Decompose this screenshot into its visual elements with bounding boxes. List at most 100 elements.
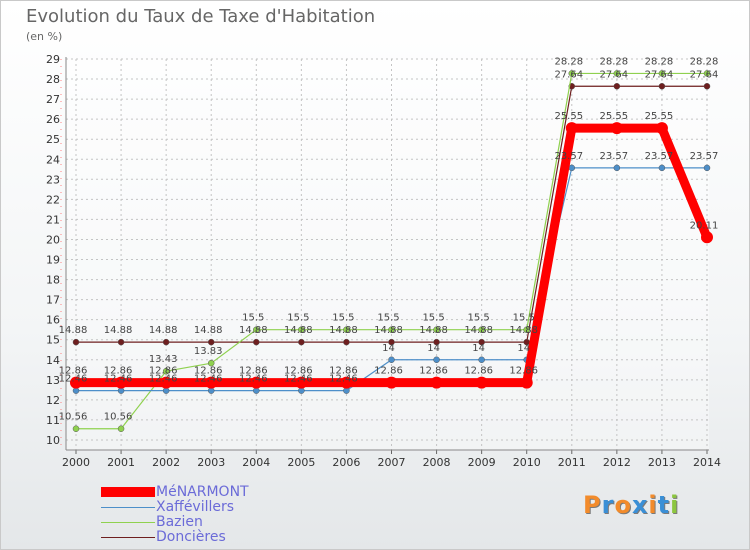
data-label-donci-res: 14.88 (104, 325, 133, 336)
data-label-donci-res: 14.88 (194, 325, 223, 336)
data-point-m-narmont (430, 376, 443, 389)
data-label-m-narmont: 25.55 (600, 111, 629, 122)
logo-letter: i (648, 491, 658, 519)
data-point-bazien (433, 326, 440, 333)
data-point-m-narmont (250, 376, 263, 389)
data-label-donci-res: 14.88 (464, 325, 493, 336)
data-label-m-narmont: 12.86 (374, 366, 403, 377)
data-point-donci-res (388, 338, 395, 346)
data-point-bazien (568, 70, 576, 77)
data-label-donci-res: 14.88 (509, 325, 538, 336)
data-label-donci-res: 14.88 (419, 325, 448, 336)
legend-label: Bazien (156, 514, 203, 530)
data-point-donci-res (613, 83, 621, 90)
data-point-m-narmont (295, 376, 308, 389)
x-tick-label: 2005 (287, 456, 315, 469)
data-point-m-narmont (340, 376, 353, 389)
y-tick-label: 26 (46, 113, 60, 126)
x-tick-label: 2001 (107, 456, 135, 469)
data-point-donci-res (703, 83, 711, 90)
data-point-bazien (162, 367, 170, 375)
data-label-bazien: 15.5 (332, 313, 354, 324)
data-label-m-narmont: 12.86 (59, 366, 88, 377)
y-tick-label: 17 (46, 294, 60, 307)
y-tick-label: 21 (46, 213, 60, 226)
x-tick-label: 2010 (513, 456, 541, 469)
y-tick-label: 16 (46, 314, 60, 327)
x-tick-label: 2009 (468, 456, 496, 469)
data-label-bazien: 10.56 (59, 412, 88, 423)
logo-letter: t (657, 491, 671, 519)
data-label-xaff-villers: 14 (382, 343, 395, 354)
data-label-bazien: 15.5 (513, 313, 535, 324)
x-tick-label: 2002 (152, 456, 180, 469)
legend-swatch-doncieres (101, 530, 155, 545)
x-tick-label: 2011 (558, 456, 586, 469)
x-tick-label: 2013 (648, 456, 676, 469)
y-tick-label: 14 (46, 354, 60, 367)
data-point-m-narmont (160, 376, 173, 389)
data-label-xaff-villers: 12.46 (59, 374, 88, 385)
data-label-xaff-villers: 12.46 (284, 374, 313, 385)
data-label-xaff-villers: 23.57 (645, 151, 674, 162)
data-label-donci-res: 27.64 (645, 69, 674, 80)
data-label-m-narmont: 12.86 (419, 366, 448, 377)
data-point-m-narmont (520, 376, 533, 389)
data-point-donci-res (72, 338, 80, 346)
chart-unit-label: (en %) (26, 30, 63, 43)
data-label-m-narmont: 12.86 (239, 366, 268, 377)
data-label-bazien: 13.43 (149, 354, 178, 365)
x-tick-label: 2003 (197, 456, 225, 469)
x-tick-label: 2004 (242, 456, 270, 469)
data-point-m-narmont (475, 376, 488, 389)
data-label-xaff-villers: 14 (517, 343, 530, 354)
data-label-bazien: 15.5 (468, 313, 490, 324)
data-point-bazien (523, 326, 530, 333)
y-tick-label: 22 (46, 193, 60, 206)
data-point-m-narmont (115, 376, 128, 389)
data-point-bazien (613, 70, 621, 77)
data-label-bazien: 28.28 (554, 56, 583, 67)
data-point-donci-res (117, 338, 125, 346)
data-label-xaff-villers: 14 (472, 343, 485, 354)
data-label-bazien: 15.5 (422, 313, 444, 324)
legend-swatch-menarmont (101, 485, 155, 500)
data-label-m-narmont: 12.86 (284, 366, 313, 377)
data-point-bazien (207, 359, 215, 367)
data-point-donci-res (433, 338, 440, 346)
y-tick-label: 18 (46, 274, 60, 287)
legend-label: Doncières (156, 529, 226, 545)
data-point-bazien (658, 70, 666, 77)
y-tick-label: 28 (46, 73, 60, 86)
legend-swatch-bazien (101, 515, 155, 530)
y-tick-label: 24 (46, 153, 60, 166)
data-point-m-narmont (385, 376, 398, 389)
data-label-xaff-villers: 23.57 (690, 151, 719, 162)
data-point-donci-res (658, 83, 666, 90)
data-label-xaff-villers: 12.46 (149, 374, 178, 385)
data-point-donci-res (253, 338, 260, 346)
legend-label: Xaffévillers (156, 499, 235, 515)
data-point-xaff-villers (478, 356, 485, 364)
data-point-m-narmont (565, 122, 578, 135)
data-point-donci-res (478, 338, 485, 346)
data-label-donci-res: 14.88 (239, 325, 268, 336)
x-tick-label: 2012 (603, 456, 631, 469)
data-label-donci-res: 14.88 (59, 325, 88, 336)
data-point-m-narmont (205, 376, 218, 389)
data-point-xaff-villers (388, 356, 395, 364)
data-label-donci-res: 14.88 (374, 325, 403, 336)
logo-letter: x (631, 491, 649, 519)
data-label-m-narmont: 12.86 (194, 366, 223, 377)
y-tick-label: 27 (46, 93, 60, 106)
y-tick-label: 15 (46, 334, 60, 347)
data-point-bazien (298, 326, 305, 333)
x-tick-label: 2000 (62, 456, 90, 469)
y-tick-label: 10 (46, 434, 60, 447)
data-label-xaff-villers: 12.46 (104, 374, 133, 385)
data-label-bazien: 15.5 (287, 313, 309, 324)
data-label-donci-res: 14.88 (329, 325, 358, 336)
data-point-bazien (343, 326, 350, 333)
y-tick-label: 19 (46, 254, 60, 267)
